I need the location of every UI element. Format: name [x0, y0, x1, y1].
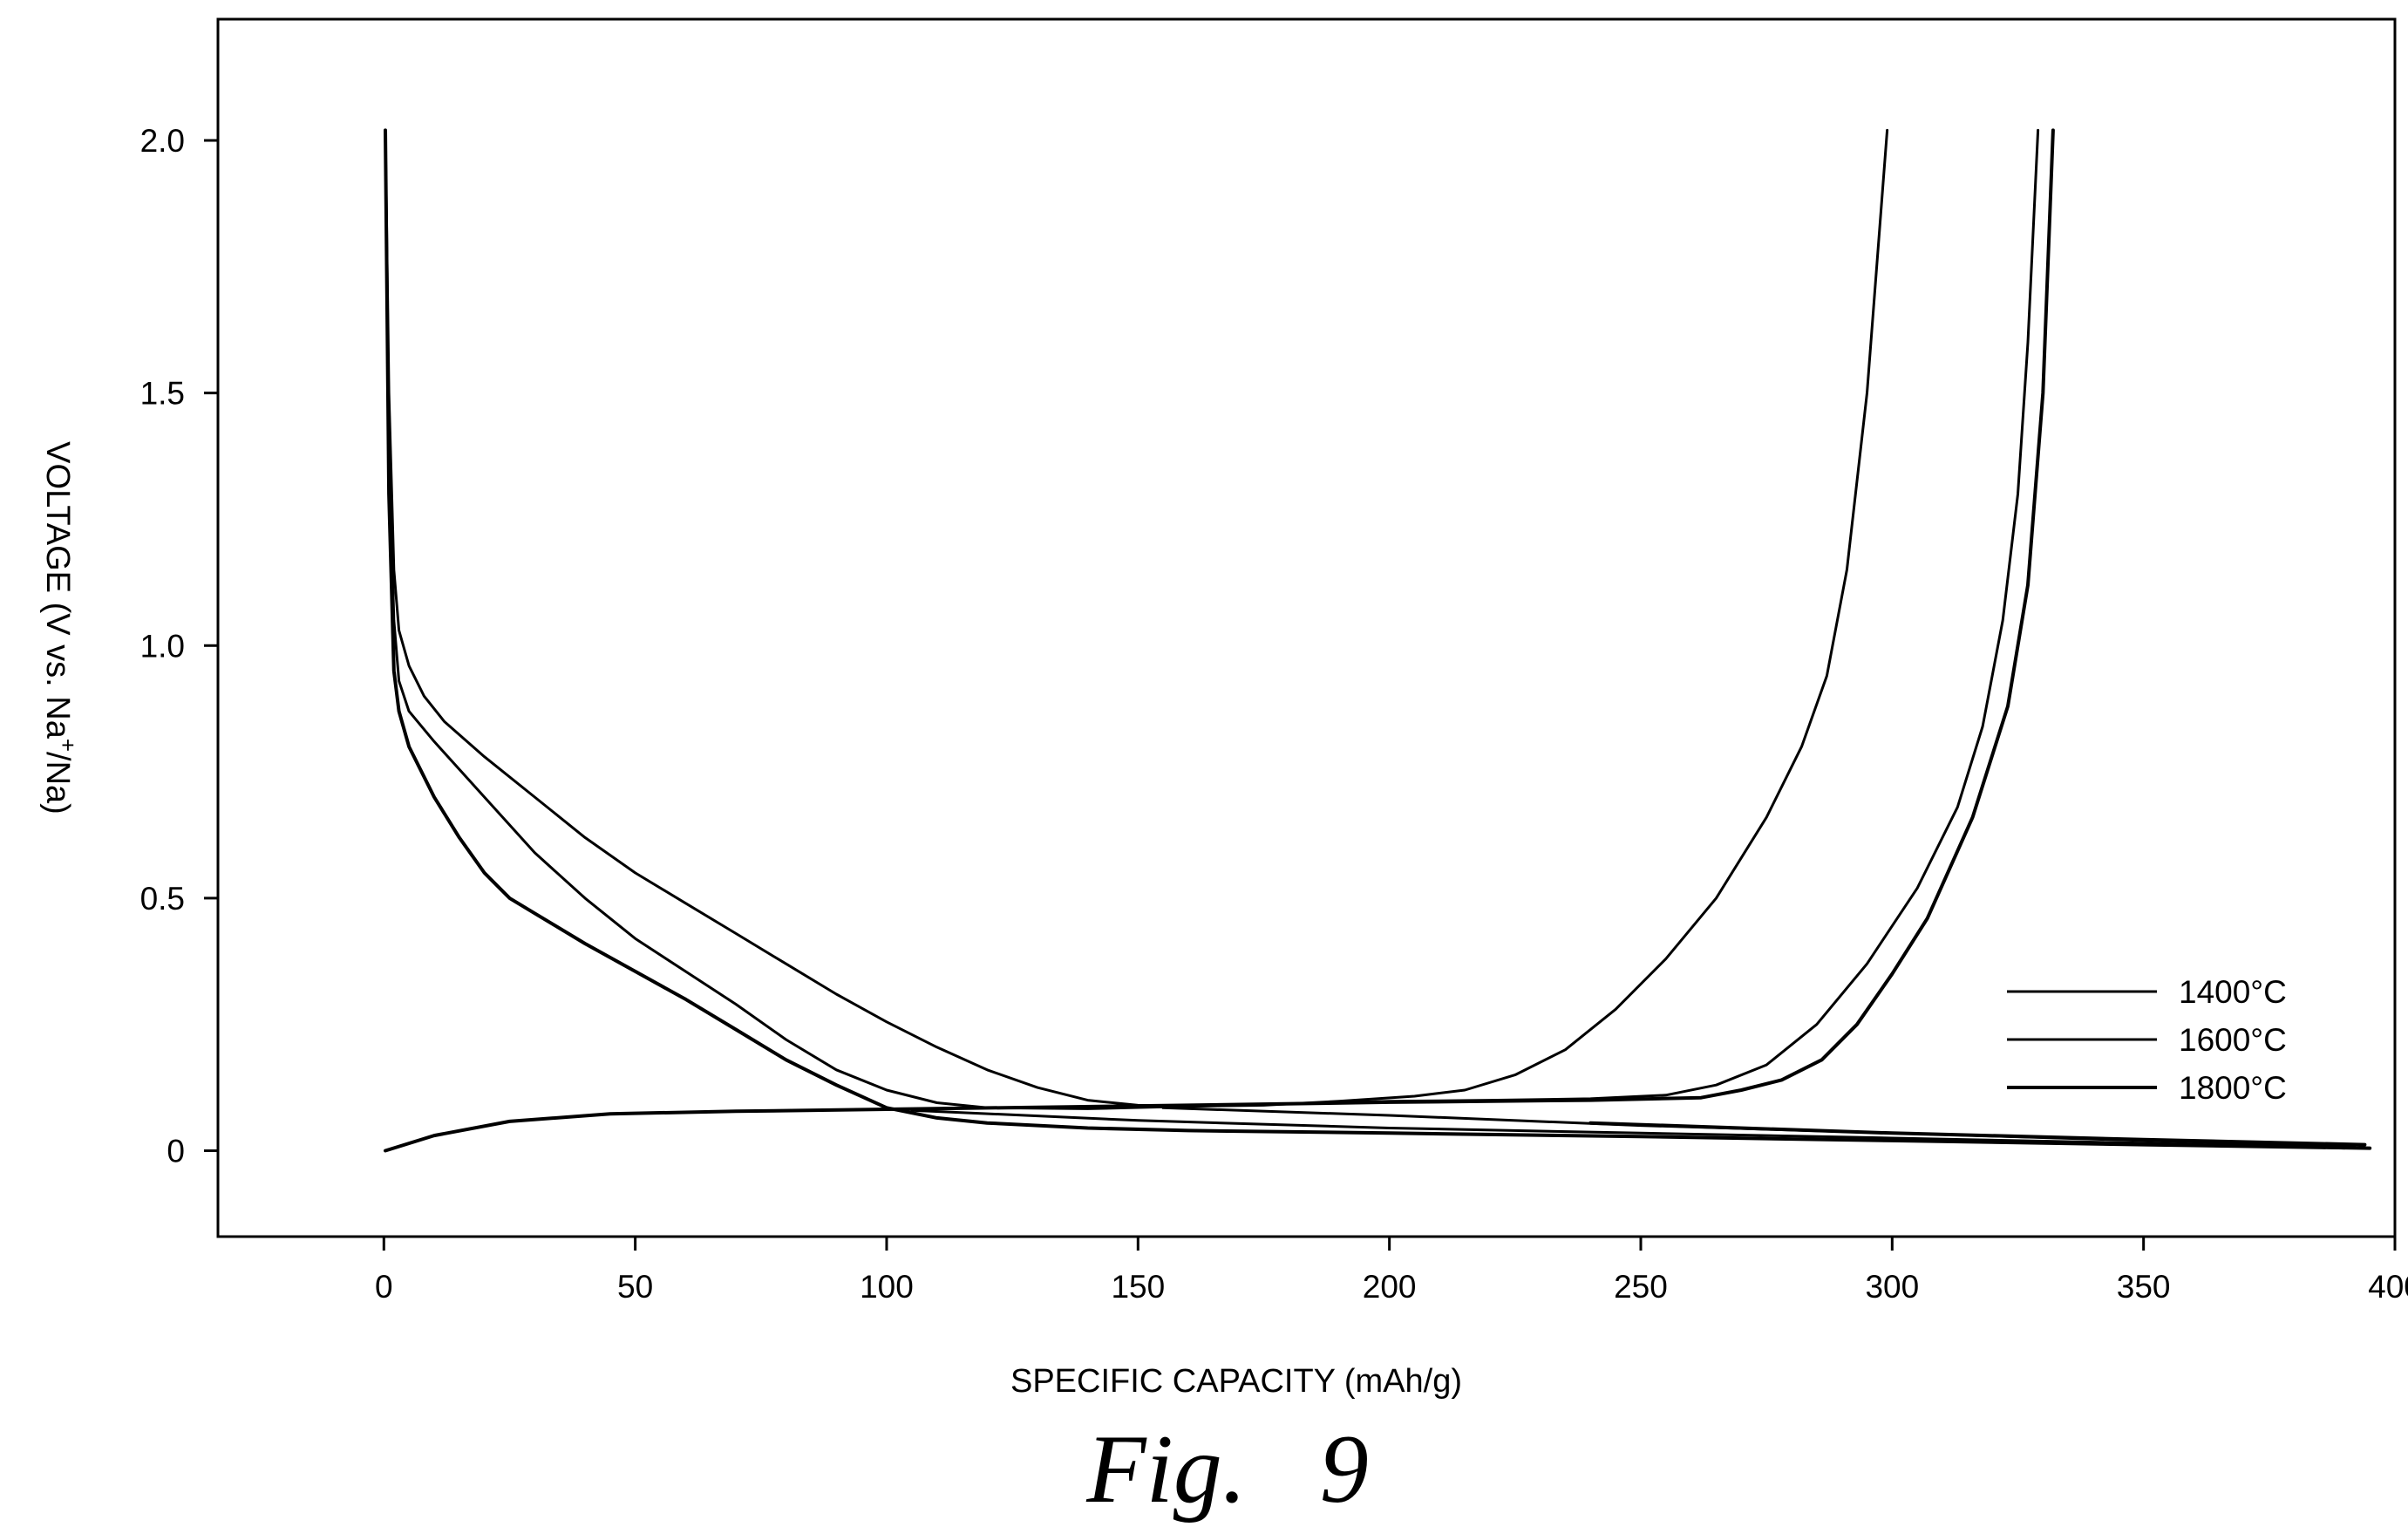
- series-3-curve: [1588, 1121, 2367, 1147]
- legend-label: 1600°C: [2179, 1022, 2287, 1058]
- figure-caption: Fig. 9: [1085, 1415, 1369, 1524]
- series-layer: [384, 128, 2372, 1153]
- y-axis-title-suffix: /Na): [39, 752, 76, 815]
- y-tick-label: 2.0: [140, 123, 185, 159]
- y-axis-title-prefix: VOLTAGE (V vs. Na: [39, 441, 76, 740]
- legend-label: 1800°C: [2179, 1070, 2287, 1106]
- series-3-curve: [384, 128, 2055, 1153]
- y-tick-label: 1.0: [140, 628, 185, 664]
- legend-label: 1400°C: [2179, 974, 2287, 1010]
- y-axis-ticks: 0 0.5 1.0 1.5 2.0: [140, 123, 218, 1169]
- x-tick-label: 350: [2117, 1269, 2171, 1305]
- x-tick-label: 50: [617, 1269, 653, 1305]
- x-tick-label: 0: [375, 1269, 393, 1305]
- series-2-curve: [384, 128, 2040, 1110]
- x-tick-label: 150: [1111, 1269, 1165, 1305]
- legend: 1400°C 1600°C 1800°C: [2007, 974, 2287, 1106]
- x-tick-label: 400: [2368, 1269, 2408, 1305]
- series-3-curve: [384, 128, 2372, 1150]
- x-tick-label: 250: [1614, 1269, 1668, 1305]
- x-tick-label: 300: [1865, 1269, 1919, 1305]
- x-axis-title: SPECIFIC CAPACITY (mAh/g): [1010, 1363, 1462, 1400]
- y-tick-label: 0: [167, 1134, 185, 1169]
- series-1: [384, 128, 2357, 1149]
- x-tick-label: 100: [860, 1269, 914, 1305]
- y-tick-label: 1.5: [140, 376, 185, 412]
- x-axis-ticks: 0 50 100 150 200 250 300 350 400: [375, 1237, 2408, 1305]
- series-1-curve: [384, 128, 1889, 1108]
- x-tick-label: 200: [1363, 1269, 1417, 1305]
- series-3: [384, 128, 2372, 1153]
- y-axis-title: VOLTAGE (V vs. Na+/Na): [39, 441, 81, 815]
- plot-frame: [216, 17, 2397, 1238]
- y-tick-label: 0.5: [140, 881, 185, 917]
- y-axis-title-superscript: +: [55, 739, 81, 752]
